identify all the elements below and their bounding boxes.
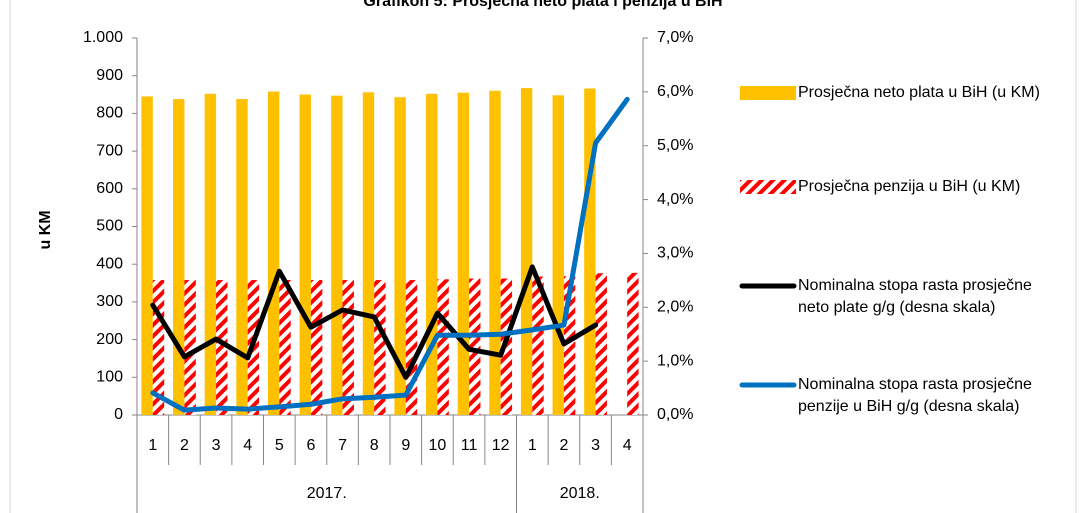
y2-tick-label: 3,0% bbox=[657, 245, 693, 262]
y2-tick-label: 6,0% bbox=[657, 83, 693, 100]
bar bbox=[532, 276, 544, 415]
bar bbox=[141, 96, 153, 415]
y2-tick-label: 7,0% bbox=[657, 29, 693, 46]
x-tick-label: 6 bbox=[306, 437, 315, 454]
x-tick-label: 12 bbox=[492, 437, 510, 454]
x-tick-label: 5 bbox=[275, 437, 284, 454]
legend-label: Nominalna stopa rasta prosječne penzije … bbox=[798, 376, 1032, 415]
legend-label: Prosječna penzija u BiH (u KM) bbox=[798, 178, 1021, 195]
bar bbox=[563, 276, 576, 415]
bar bbox=[216, 280, 228, 415]
legend-label: Nominalna stopa rasta prosječne neto pla… bbox=[798, 277, 1032, 316]
y-tick-label: 400 bbox=[96, 255, 123, 272]
bar bbox=[362, 92, 375, 416]
y2-tick-label: 1,0% bbox=[657, 352, 693, 369]
bar bbox=[267, 91, 280, 415]
legend-swatch bbox=[740, 86, 796, 100]
x-group-label: 2017. bbox=[307, 485, 347, 502]
bar bbox=[405, 280, 418, 415]
bar bbox=[342, 280, 354, 415]
y-tick-label: 300 bbox=[96, 293, 123, 310]
x-tick-label: 9 bbox=[401, 437, 410, 454]
chart-border bbox=[9, 0, 1077, 513]
bar bbox=[627, 272, 639, 415]
bar bbox=[520, 88, 533, 416]
y-tick-label: 800 bbox=[96, 105, 123, 122]
y2-tick-label: 0,0% bbox=[657, 406, 693, 423]
bar bbox=[426, 93, 438, 416]
x-tick-label: 7 bbox=[338, 437, 347, 454]
legend-label: Prosječna neto plata u BiH (u KM) bbox=[798, 84, 1040, 101]
x-tick-label: 4 bbox=[243, 437, 252, 454]
y-tick-label: 500 bbox=[96, 218, 123, 235]
line bbox=[150, 264, 599, 380]
bar bbox=[299, 94, 311, 416]
x-tick-label: 3 bbox=[212, 437, 221, 454]
bar bbox=[236, 99, 248, 415]
chart-title: Grafikon 5: Prosječna neto plata i penzi… bbox=[363, 0, 722, 10]
x-tick-label: 2 bbox=[180, 437, 189, 454]
bar bbox=[374, 280, 386, 415]
bar bbox=[173, 99, 185, 415]
x-tick-label: 2 bbox=[559, 437, 568, 454]
y-tick-label: 200 bbox=[96, 331, 123, 348]
legend-swatch bbox=[740, 180, 796, 194]
bar bbox=[500, 278, 513, 415]
bar bbox=[310, 280, 323, 415]
y2-tick-label: 5,0% bbox=[657, 137, 693, 154]
bar bbox=[489, 90, 501, 415]
bar bbox=[552, 95, 564, 415]
y-tick-label: 0 bbox=[114, 406, 123, 423]
y-tick-label: 600 bbox=[96, 180, 123, 197]
bar bbox=[437, 279, 449, 415]
bar bbox=[152, 280, 165, 415]
x-tick-label: 3 bbox=[591, 437, 600, 454]
y-tick-label: 700 bbox=[96, 142, 123, 159]
bar bbox=[331, 95, 343, 415]
x-tick-label: 8 bbox=[370, 437, 379, 454]
bar bbox=[469, 278, 481, 415]
y2-tick-label: 2,0% bbox=[657, 299, 693, 316]
line bbox=[150, 96, 630, 413]
bar bbox=[595, 273, 607, 415]
y-tick-label: 100 bbox=[96, 369, 123, 386]
x-tick-label: 1 bbox=[528, 437, 537, 454]
x-tick-label: 10 bbox=[429, 437, 447, 454]
bar bbox=[204, 93, 217, 416]
x-group-label: 2018. bbox=[560, 485, 600, 502]
bar bbox=[279, 280, 291, 415]
bar bbox=[584, 88, 596, 415]
bar bbox=[457, 92, 470, 415]
y-axis-label: u KM bbox=[37, 210, 54, 249]
x-tick-label: 11 bbox=[461, 437, 478, 454]
x-tick-label: 4 bbox=[623, 437, 632, 454]
x-tick-label: 1 bbox=[148, 437, 157, 454]
bar bbox=[184, 280, 196, 415]
y-tick-label: 1.000 bbox=[83, 29, 123, 46]
bar bbox=[394, 97, 406, 416]
y-tick-label: 900 bbox=[96, 67, 123, 84]
y2-tick-label: 4,0% bbox=[657, 191, 693, 208]
